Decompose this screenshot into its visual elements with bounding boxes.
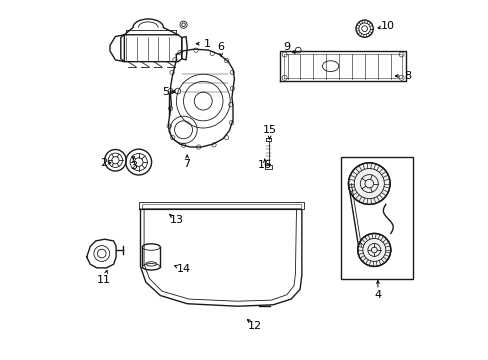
Bar bbox=[341, 157, 412, 279]
Text: 16: 16 bbox=[258, 160, 272, 170]
Text: 2: 2 bbox=[100, 158, 107, 168]
Text: 8: 8 bbox=[403, 71, 410, 81]
Text: 9: 9 bbox=[283, 42, 290, 51]
Text: 14: 14 bbox=[176, 264, 190, 274]
Text: 13: 13 bbox=[169, 215, 183, 225]
Text: 12: 12 bbox=[248, 321, 262, 331]
Circle shape bbox=[357, 233, 390, 266]
Circle shape bbox=[348, 163, 389, 204]
Text: 7: 7 bbox=[183, 159, 190, 169]
Text: 5: 5 bbox=[162, 87, 169, 97]
Text: 15: 15 bbox=[262, 125, 276, 135]
Text: 1: 1 bbox=[203, 39, 210, 49]
Text: 6: 6 bbox=[217, 42, 224, 52]
Text: 11: 11 bbox=[97, 275, 111, 285]
Text: 4: 4 bbox=[374, 291, 381, 301]
Text: 3: 3 bbox=[130, 161, 137, 171]
Text: 10: 10 bbox=[380, 21, 394, 31]
